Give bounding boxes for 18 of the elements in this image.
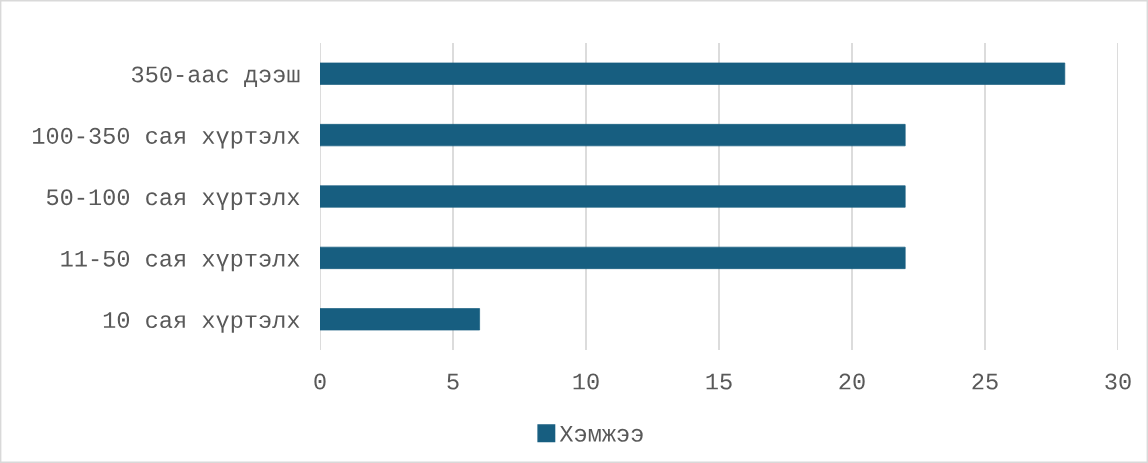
legend-label: Хэмжээ (559, 426, 643, 442)
bar (320, 246, 906, 269)
bar (320, 62, 1066, 85)
x-tick-label: 5 (447, 373, 459, 390)
x-tick-label: 10 (573, 373, 599, 390)
y-tick-label: 11-50 сая хүртэлх (61, 250, 300, 272)
bar (320, 308, 480, 331)
bar (320, 124, 906, 147)
x-tick-label: 15 (706, 373, 732, 390)
y-tick-label: 10 сая хүртэлх (103, 312, 300, 333)
y-tick-label: 350-аас дээш (131, 66, 300, 87)
y-tick-label: 50-100 сая хүртэлх (46, 189, 300, 210)
y-tick-label: 100-350 сая хүртэлх (33, 127, 300, 149)
bar (320, 185, 906, 208)
x-tick-label: 0 (314, 373, 326, 390)
x-tick-label: 20 (839, 373, 865, 390)
x-tick-label: 30 (1105, 373, 1131, 390)
x-tick-label: 25 (972, 373, 998, 390)
